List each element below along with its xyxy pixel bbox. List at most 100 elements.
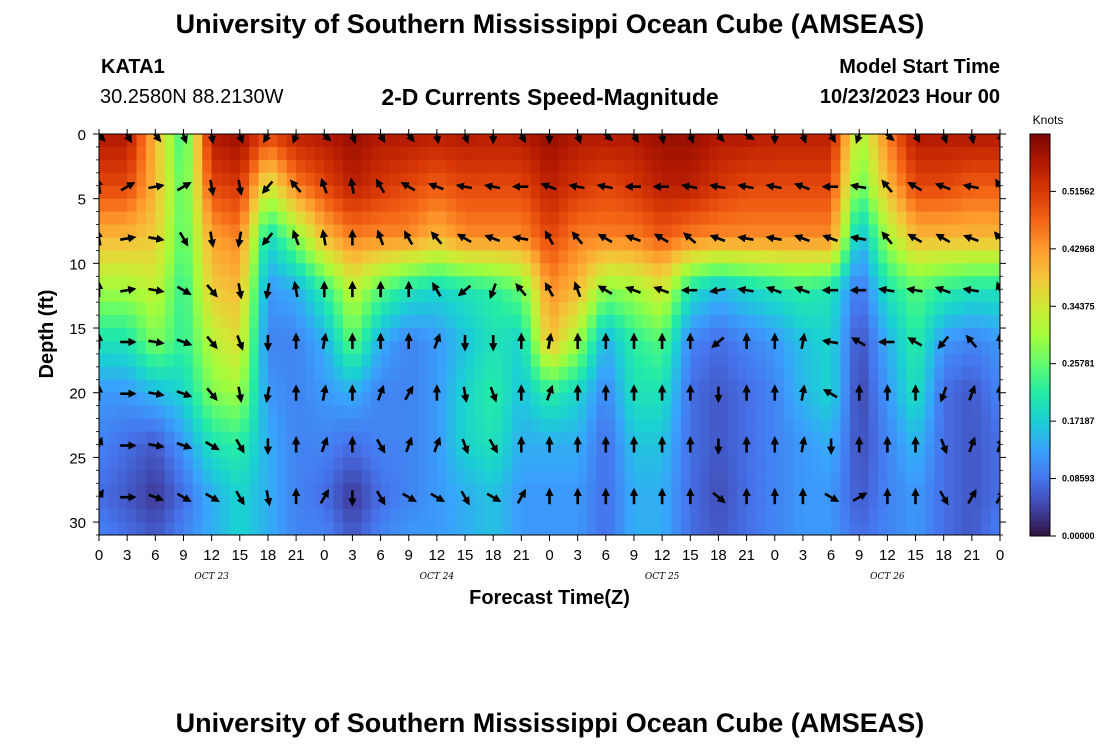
heatmap-cell: [812, 315, 823, 329]
heatmap-cell: [868, 224, 879, 239]
heatmap-cell: [446, 418, 457, 433]
heatmap-cell: [436, 237, 447, 252]
heatmap-cell: [624, 431, 635, 446]
heatmap-cell: [821, 250, 832, 264]
colorbar-tick-label: 0.00000: [1062, 531, 1095, 541]
heatmap-cell: [793, 328, 804, 342]
heatmap-cell: [981, 444, 992, 458]
heatmap-cell: [718, 328, 729, 342]
heatmap-cell: [333, 276, 344, 290]
heatmap-cell: [990, 483, 1000, 497]
heatmap-cell: [915, 340, 926, 355]
heatmap-cell: [615, 522, 626, 535]
heatmap-cell: [108, 457, 119, 471]
heatmap-cell: [249, 379, 260, 394]
heatmap-cell: [211, 470, 222, 484]
heatmap-cell: [427, 315, 438, 329]
heatmap-cell: [774, 289, 785, 303]
heatmap-cell: [990, 444, 1000, 458]
colorbar-gradient: [1029, 133, 1051, 537]
heatmap-cell: [784, 353, 795, 368]
heatmap-cell: [493, 431, 504, 446]
heatmap-cell: [990, 134, 1000, 148]
heatmap-cell: [418, 172, 429, 187]
heatmap-cell: [455, 198, 466, 213]
heatmap-cell: [286, 366, 297, 381]
heatmap-cell: [493, 328, 504, 342]
heatmap-cell: [596, 340, 607, 355]
heatmap-cell: [662, 146, 673, 161]
current-vector-arrow: [291, 280, 300, 298]
heatmap-cell: [239, 185, 250, 200]
x-tick-label: 0: [771, 547, 779, 564]
heatmap-cell: [577, 198, 588, 213]
heatmap-cell: [343, 302, 354, 316]
heatmap-cell: [774, 392, 785, 407]
heatmap-cell: [277, 172, 288, 187]
heatmap-cell: [296, 470, 307, 484]
heatmap-cell: [859, 302, 870, 316]
heatmap-cell: [962, 302, 973, 316]
heatmap-cell: [117, 224, 128, 239]
current-vector-arrow: [715, 134, 725, 143]
heatmap-cell: [577, 146, 588, 161]
heatmap-cell: [990, 315, 1000, 329]
heatmap-cell: [361, 418, 372, 433]
heatmap-cell: [418, 263, 429, 277]
heatmap-cell: [690, 302, 701, 316]
heatmap-cell: [99, 431, 109, 446]
heatmap-cell: [108, 302, 119, 316]
heatmap-cell: [924, 198, 935, 213]
heatmap-cell: [802, 340, 813, 355]
heatmap-cell: [380, 237, 391, 252]
heatmap-cell: [117, 198, 128, 213]
heatmap-cell: [408, 198, 419, 213]
heatmap-cell: [633, 211, 644, 226]
heatmap-cell: [906, 328, 917, 342]
heatmap-cell: [577, 134, 588, 148]
heatmap-cell: [305, 379, 316, 394]
heatmap-cell: [859, 134, 870, 148]
heatmap-cell: [418, 250, 429, 264]
heatmap-cell: [568, 392, 579, 407]
heatmap-cell: [511, 470, 522, 484]
heatmap-cell: [164, 315, 175, 329]
heatmap-cell: [418, 457, 429, 471]
heatmap-cell: [239, 522, 250, 535]
heatmap-cell: [155, 379, 166, 394]
heatmap-cell: [145, 315, 156, 329]
current-vector-arrow: [742, 134, 755, 140]
x-tick-label: 21: [513, 547, 530, 564]
heatmap-cell: [737, 522, 748, 535]
heatmap-cell: [793, 392, 804, 407]
heatmap-cell: [408, 185, 419, 200]
heatmap-cell: [709, 353, 720, 368]
heatmap-cell: [549, 185, 560, 200]
heatmap-cell: [709, 159, 720, 174]
heatmap-cell: [324, 250, 335, 264]
heatmap-cell: [164, 289, 175, 303]
heatmap-cell: [774, 211, 785, 226]
heatmap-cell: [493, 172, 504, 187]
heatmap-cell: [549, 405, 560, 420]
heatmap-cell: [737, 185, 748, 200]
current-vector-arrow: [263, 283, 272, 300]
heatmap-cell: [202, 405, 213, 420]
heatmap-cell: [755, 198, 766, 213]
heatmap-cell: [230, 509, 241, 523]
heatmap-cell: [343, 366, 354, 381]
heatmap-cell: [155, 237, 166, 252]
heatmap-cell: [896, 522, 907, 535]
heatmap-cell: [671, 392, 682, 407]
heatmap-cell: [849, 483, 860, 497]
heatmap-cell: [990, 237, 1000, 252]
current-vector-arrow: [152, 134, 162, 143]
heatmap-cell: [267, 340, 278, 355]
heatmap-cell: [127, 276, 138, 290]
heatmap-cell: [633, 392, 644, 407]
heatmap-cell: [568, 353, 579, 368]
heatmap-cell: [568, 211, 579, 226]
heatmap-cell: [389, 315, 400, 329]
colorbar-tick-label: 0.17187: [1062, 416, 1095, 426]
heatmap-cell: [145, 340, 156, 355]
